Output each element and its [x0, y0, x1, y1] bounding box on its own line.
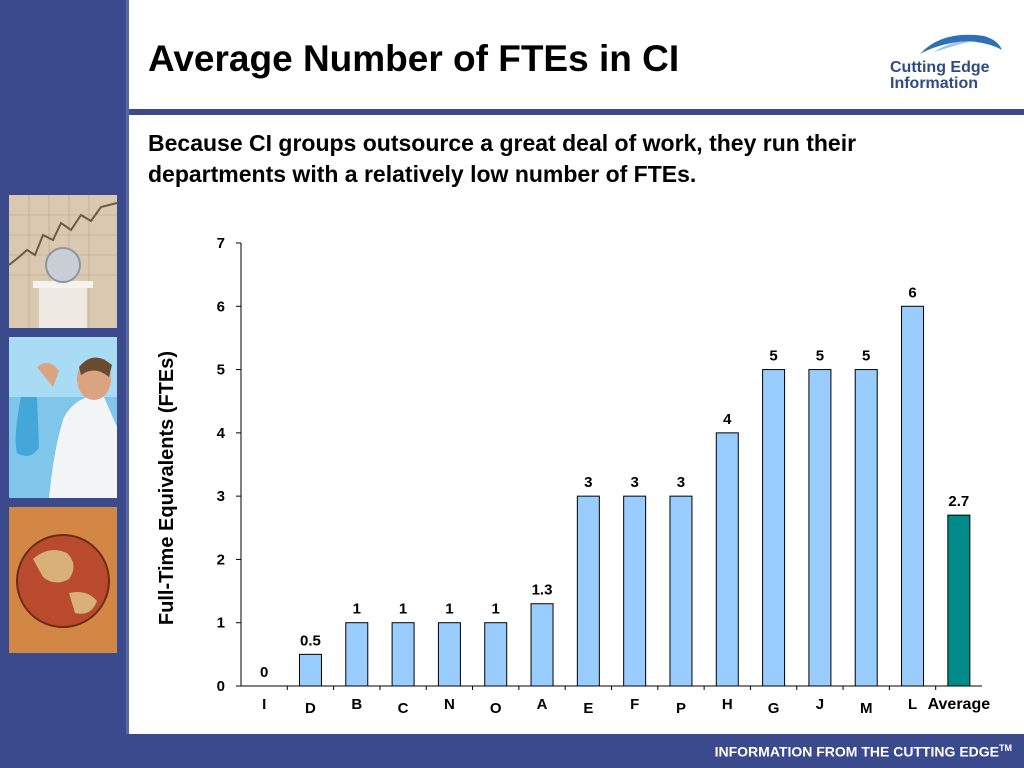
category-label: N — [444, 696, 455, 713]
y-tick-label: 3 — [217, 488, 225, 505]
category-label: J — [816, 696, 824, 713]
y-tick-label: 2 — [217, 551, 225, 568]
bar — [484, 622, 508, 687]
data-label: 2.7 — [948, 493, 969, 510]
bar — [854, 369, 878, 687]
data-label: 4 — [723, 411, 732, 428]
bar — [669, 495, 693, 687]
data-label: 3 — [584, 474, 592, 491]
footer-text: INFORMATION FROM THE CUTTING EDGETM — [715, 743, 1012, 760]
fte-bar-chart: 0 1 2 3 4 5 6 7 0 I 0.5 D 1 B 1 C 1 N 1 O 1.3 A 3 E 3 F 3 P 4 H 5 G 5 J 5… — [156, 235, 990, 717]
category-label: B — [351, 696, 362, 713]
bar — [762, 369, 786, 687]
y-tick-label: 1 — [217, 615, 225, 632]
data-label: 5 — [816, 348, 824, 365]
bar — [715, 432, 739, 687]
scientist-image — [9, 337, 117, 498]
company-logo: Cutting Edge Information — [890, 34, 1002, 92]
data-label: 0.5 — [300, 632, 321, 649]
title-rule — [129, 109, 1024, 115]
bar — [391, 622, 415, 687]
data-label: 1.3 — [532, 582, 553, 599]
category-label: P — [676, 700, 686, 717]
category-label: M — [860, 700, 873, 717]
data-label: 1 — [399, 601, 407, 618]
data-label: 6 — [908, 284, 916, 301]
bar — [576, 495, 600, 687]
category-label: E — [583, 700, 593, 717]
data-label: 1 — [353, 601, 361, 618]
logo-line1: Cutting Edge — [890, 59, 990, 76]
bar — [530, 603, 554, 687]
footer-trademark: TM — [999, 743, 1012, 753]
slide-subtitle: Because CI groups outsource a great deal… — [148, 130, 857, 187]
category-label: F — [630, 696, 639, 713]
footer-label: INFORMATION FROM THE CUTTING EDGE — [714, 743, 999, 760]
bar — [623, 495, 647, 687]
category-label: G — [768, 700, 780, 717]
stock-chart-coin-image — [9, 195, 117, 328]
globe-image — [9, 507, 117, 653]
category-label: H — [722, 696, 733, 713]
bar — [437, 622, 461, 687]
category-label: L — [908, 696, 917, 713]
y-tick-label: 5 — [217, 362, 225, 379]
category-label: A — [537, 696, 548, 713]
chart-labels: 0 I 0.5 D 1 B 1 C 1 N 1 O 1.3 A 3 E 3 F 3 P 4 H 5 G 5 J 5 M 6 L 2.7 Ave… — [260, 284, 990, 717]
sidebar — [0, 0, 126, 768]
data-label: 1 — [445, 601, 453, 618]
bar — [298, 653, 322, 687]
data-label: 3 — [677, 474, 685, 491]
y-tick-label: 0 — [217, 678, 225, 695]
logo-line2: Information — [890, 75, 978, 92]
bar — [808, 369, 832, 687]
category-label: C — [398, 700, 409, 717]
y-tick-label: 6 — [217, 298, 225, 315]
y-tick-label: 7 — [217, 235, 225, 252]
y-axis-label: Full-Time Equivalents (FTEs) — [156, 351, 178, 625]
bar — [947, 514, 971, 687]
category-label: D — [305, 700, 316, 717]
category-label: Average — [928, 696, 991, 713]
slide-title: Average Number of FTEs in CI — [148, 38, 680, 79]
chart-bars — [298, 305, 971, 687]
bar — [901, 305, 925, 687]
data-label: 1 — [492, 601, 500, 618]
category-label: O — [490, 700, 502, 717]
sidebar-edge — [126, 0, 129, 768]
bar — [345, 622, 369, 687]
category-label: I — [262, 696, 266, 713]
data-label: 5 — [769, 348, 777, 365]
footer-bar: INFORMATION FROM THE CUTTING EDGETM — [0, 734, 1024, 768]
data-label: 0 — [260, 664, 268, 681]
data-label: 3 — [630, 474, 638, 491]
data-label: 5 — [862, 348, 870, 365]
y-tick-label: 4 — [217, 425, 226, 442]
